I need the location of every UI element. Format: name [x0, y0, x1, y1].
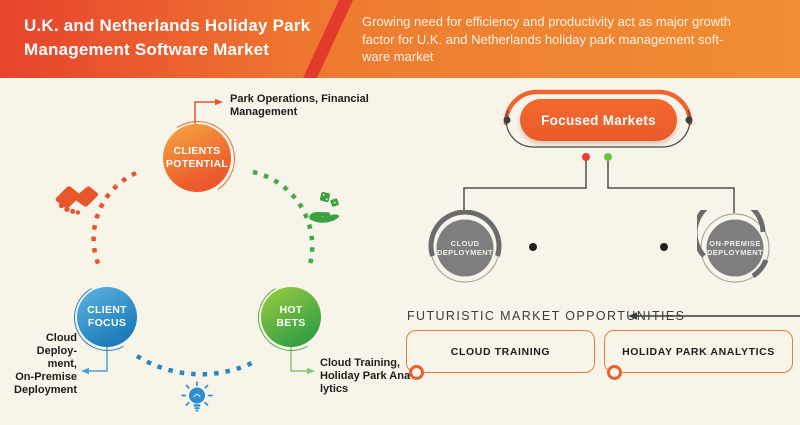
connector-client-focus — [81, 346, 108, 375]
page-title: U.K. and Netherlands Holiday Park Manage… — [24, 16, 311, 59]
capsule-right-dot — [685, 116, 693, 124]
opportunity-label: HOLIDAY PARK ANALYTICS — [622, 345, 775, 358]
opportunity-corner-dot — [607, 365, 622, 380]
node-hot-bets: HOT BETS — [261, 287, 321, 347]
branch-tree-lines — [463, 153, 735, 251]
annotation-hot-bets: Cloud Training, Holiday Park Ana- lytics — [320, 357, 414, 395]
node-client-focus: CLIENT FOCUS — [77, 287, 137, 347]
branch-node-ring — [428, 210, 502, 283]
branch-node-label: CLOUD DEPLOYMENT — [436, 238, 494, 258]
branch-node-label: ON-PREMISE DEPLOYMENT — [706, 238, 764, 258]
cycle-arc-green — [252, 169, 315, 269]
node-label: CLIENTS POTENTIAL — [165, 145, 229, 170]
opportunity-box-cloud-training: CLOUD TRAINING — [406, 330, 595, 373]
header-banner: U.K. and Netherlands Holiday Park Manage… — [0, 0, 800, 78]
opportunity-box-holiday-park-analytics: HOLIDAY PARK ANALYTICS — [604, 330, 793, 373]
opportunity-corner-dot — [409, 365, 424, 380]
arrowhead-right-icon — [307, 367, 315, 375]
node-clients-potential: CLIENTS POTENTIAL — [163, 124, 231, 192]
futuristic-arrow — [628, 312, 800, 320]
node-label: HOT BETS — [276, 304, 306, 329]
branch-dot-red — [582, 153, 590, 161]
arrowhead-right-icon — [215, 98, 223, 106]
branch-node-cloud-deployment: CLOUD DEPLOYMENT — [427, 210, 503, 286]
annotation-clients-potential: Park Operations, Financial Management — [230, 93, 369, 118]
page-subtitle: Growing need for efficiency and producti… — [362, 14, 731, 64]
annotation-client-focus: Cloud Deploy- ment, On-Premise Deploymen… — [14, 332, 77, 396]
focused-markets-label: Focused Markets — [541, 112, 656, 128]
lightbulb-icon — [181, 381, 213, 412]
spacer-dot — [660, 243, 668, 251]
branch-node-ring — [697, 210, 770, 283]
handshake-icon — [55, 186, 98, 215]
cycle-arc-blue — [135, 354, 255, 377]
cycle-arc-orange — [91, 170, 137, 267]
spacer-dot — [529, 243, 537, 251]
connector-hot-bets — [290, 346, 315, 375]
opportunity-label: CLOUD TRAINING — [450, 345, 551, 358]
branch-dot-green — [604, 153, 612, 161]
money-hand-icon — [309, 191, 340, 223]
arrowhead-left-icon — [628, 312, 637, 320]
focused-markets-pill: Focused Markets — [520, 99, 677, 141]
connector-clients-potential — [194, 98, 223, 128]
arrowhead-left-icon — [81, 367, 89, 375]
branch-node-onpremise-deployment: ON-PREMISE DEPLOYMENT — [697, 210, 773, 286]
node-label: CLIENT FOCUS — [87, 304, 127, 329]
focused-markets-outline — [503, 89, 693, 148]
capsule-left-dot — [503, 116, 511, 124]
futuristic-heading: FUTURISTIC MARKET OPPORTUNITIES — [407, 309, 686, 323]
